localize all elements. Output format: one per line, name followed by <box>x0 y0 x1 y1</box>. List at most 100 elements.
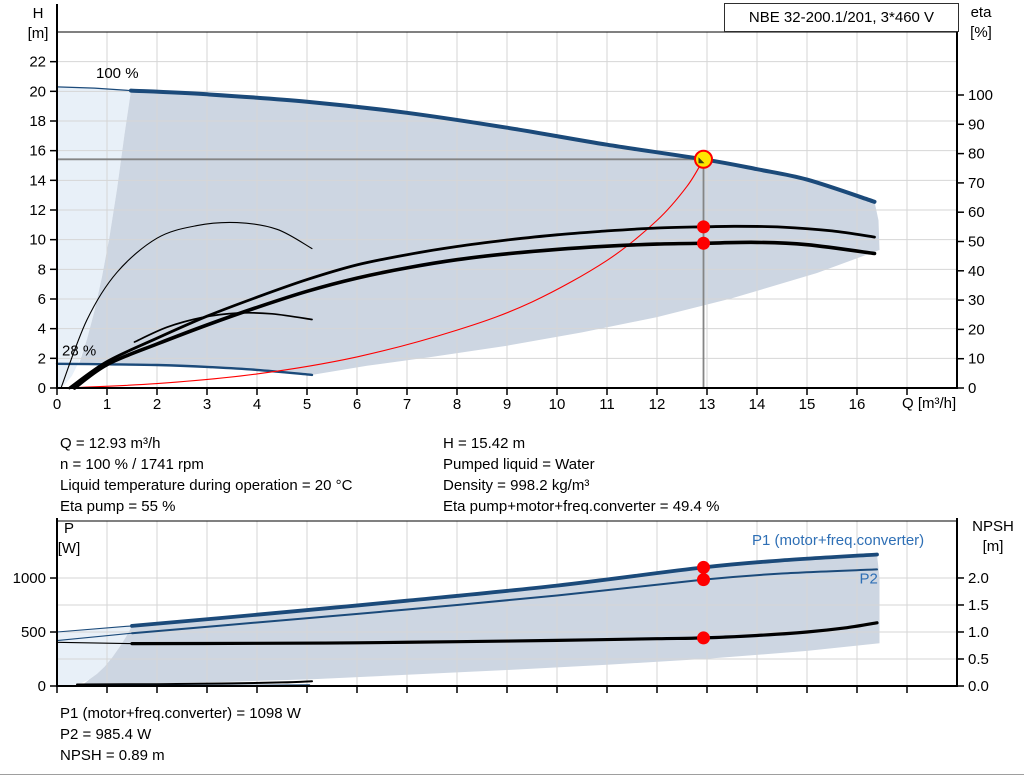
p1-curve <box>130 552 879 628</box>
axes <box>50 4 964 395</box>
svg-text:16: 16 <box>29 143 46 160</box>
svg-text:6: 6 <box>38 291 46 308</box>
system-curve <box>63 158 705 389</box>
svg-text:0: 0 <box>968 380 976 397</box>
info-liquid-temperature: Liquid temperature during operation = 20… <box>60 477 353 494</box>
eta-total-curve <box>72 240 877 390</box>
speed-28pct-label: 28 % <box>62 342 96 359</box>
svg-text:100: 100 <box>968 87 993 104</box>
svg-text:3: 3 <box>203 396 211 413</box>
eta-axis-unit: [%] <box>970 24 992 41</box>
svg-text:30: 30 <box>968 292 985 309</box>
p2-curve-label: P2 <box>860 570 878 587</box>
svg-text:1.0: 1.0 <box>968 624 989 641</box>
svg-text:8: 8 <box>38 261 46 278</box>
svg-text:9: 9 <box>503 396 511 413</box>
svg-text:22: 22 <box>29 54 46 71</box>
power-envelope-region <box>82 554 880 686</box>
svg-text:11: 11 <box>599 396 615 413</box>
duty-point-marker <box>694 149 713 169</box>
svg-text:18: 18 <box>29 113 46 130</box>
info-p2: P2 = 985.4 W <box>60 726 152 743</box>
svg-text:16: 16 <box>849 396 866 413</box>
svg-text:20: 20 <box>968 321 985 338</box>
npsh-curve-extension <box>56 641 133 645</box>
operating-point-dot <box>697 573 710 587</box>
svg-text:0: 0 <box>38 678 46 695</box>
svg-text:1000: 1000 <box>13 570 46 587</box>
duty-info-right-column: H = 15.42 m Pumped liquid = Water Densit… <box>443 433 719 517</box>
head-axis-title: H [m] <box>19 4 57 44</box>
pump-title-box: NBE 32-200.1/201, 3*460 V <box>724 3 959 32</box>
info-p1: P1 (motor+freq.converter) = 1098 W <box>60 705 301 722</box>
p2-curve-extension <box>56 632 133 642</box>
info-eta-total: Eta pump+motor+freq.converter = 49.4 % <box>443 498 720 515</box>
svg-text:0.5: 0.5 <box>968 651 989 668</box>
npsh-axis-unit: [m] <box>982 538 1004 555</box>
svg-text:2.0: 2.0 <box>968 570 989 587</box>
info-pumped-liquid: Pumped liquid = Water <box>443 456 595 473</box>
svg-text:0: 0 <box>53 396 61 413</box>
svg-text:50: 50 <box>968 233 985 250</box>
svg-text:0.0: 0.0 <box>968 678 989 695</box>
svg-text:70: 70 <box>968 175 985 192</box>
power-axis-title: P [W] <box>50 519 88 559</box>
operating-point-dot <box>697 560 710 574</box>
pump-curve-100pct <box>129 88 877 204</box>
head-axis-unit: [m] <box>27 25 49 42</box>
duty-info-left-column: Q = 12.93 m³/h n = 100 % / 1741 rpm Liqu… <box>60 433 352 517</box>
speed-100pct-label: 100 % <box>96 65 139 82</box>
operating-envelope-region <box>79 90 880 375</box>
svg-text:1: 1 <box>103 396 111 413</box>
eta-pump-curve <box>68 224 876 390</box>
info-head: H = 15.42 m <box>443 435 526 452</box>
footer-divider <box>0 774 1024 775</box>
p2-curve <box>131 568 878 635</box>
power-axis-symbol: P <box>63 520 74 537</box>
info-eta-pump: Eta pump = 55 % <box>60 498 176 515</box>
npsh-axis-symbol: NPSH <box>972 518 1014 535</box>
operating-point-dot <box>697 631 710 645</box>
svg-text:10: 10 <box>29 232 46 249</box>
info-flow: Q = 12.93 m³/h <box>60 435 161 452</box>
svg-text:6: 6 <box>353 396 361 413</box>
svg-text:1.5: 1.5 <box>968 597 989 614</box>
flow-axis-title: Q [m³/h] <box>902 395 957 412</box>
pump-curve-100pct-extension <box>56 86 132 92</box>
svg-text:60: 60 <box>968 204 985 221</box>
svg-text:15: 15 <box>799 396 816 413</box>
power-info-column: P1 (motor+freq.converter) = 1098 W P2 = … <box>60 703 301 766</box>
eta-arc-reduced-speed <box>60 221 313 389</box>
npsh-curve <box>130 621 879 646</box>
head-axis-symbol: H <box>32 5 44 22</box>
min-speed-power-curve <box>76 680 313 686</box>
svg-text:7: 7 <box>403 396 411 413</box>
tick-labels: 0246810121416182022010203040506070809010… <box>29 54 993 413</box>
info-npsh: NPSH = 0.89 m <box>60 747 165 764</box>
envelope-light-region <box>57 86 131 389</box>
p1-curve-extension <box>56 625 133 633</box>
svg-text:0: 0 <box>38 380 46 397</box>
svg-text:80: 80 <box>968 146 985 163</box>
svg-text:2: 2 <box>38 350 46 367</box>
svg-text:20: 20 <box>29 83 46 100</box>
info-density: Density = 998.2 kg/m³ <box>443 477 590 494</box>
svg-text:4: 4 <box>38 321 46 338</box>
svg-text:90: 90 <box>968 116 985 133</box>
svg-text:10: 10 <box>968 351 985 368</box>
operating-point-dot <box>697 236 710 250</box>
axes <box>50 518 964 693</box>
pump-model-label: NBE 32-200.1/201, 3*460 V <box>748 9 935 26</box>
svg-text:13: 13 <box>699 396 716 413</box>
svg-text:8: 8 <box>453 396 461 413</box>
svg-text:12: 12 <box>29 202 46 219</box>
p1-curve-label: P1 (motor+freq.converter) <box>752 532 924 549</box>
svg-text:14: 14 <box>29 172 46 189</box>
svg-text:4: 4 <box>253 396 261 413</box>
svg-text:12: 12 <box>649 396 666 413</box>
svg-text:2: 2 <box>153 396 161 413</box>
npsh-axis-title: NPSH [m] <box>964 517 1022 557</box>
power-light-region <box>57 625 132 686</box>
